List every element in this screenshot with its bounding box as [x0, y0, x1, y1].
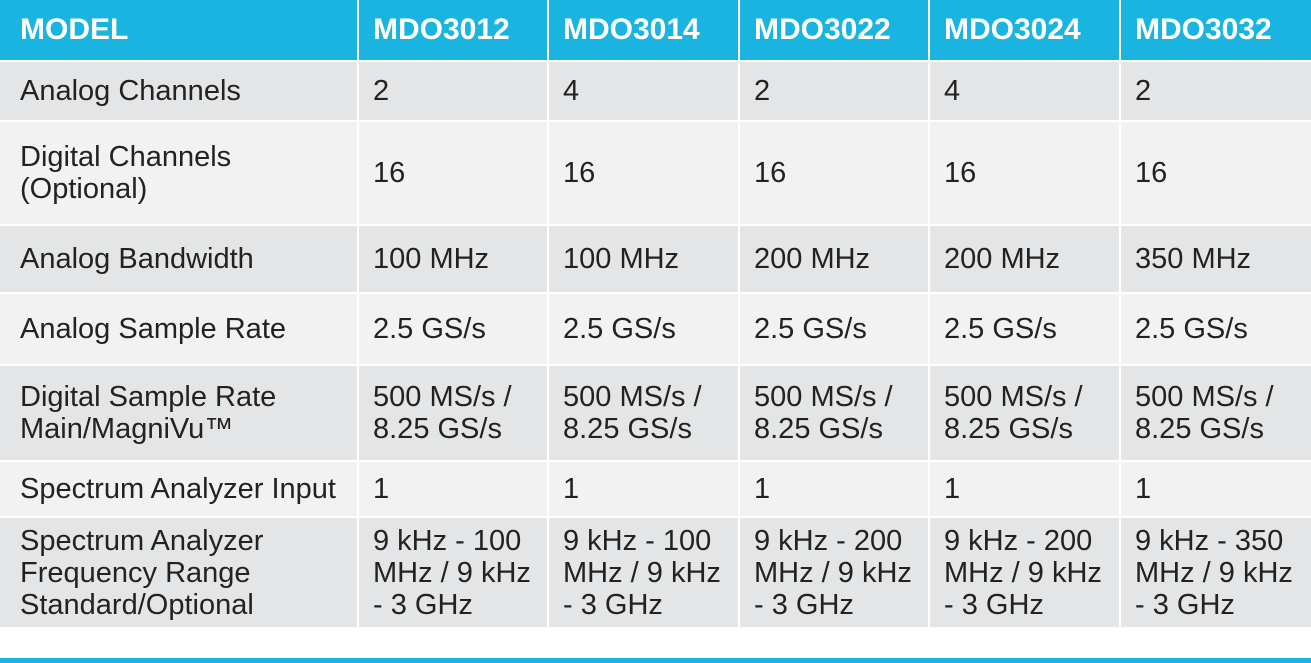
row-label: Digital Sample Rate Main/MagniVu™	[0, 364, 358, 461]
table-cell: 9 kHz - 100 MHz / 9 kHz - 3 GHz	[547, 516, 739, 627]
table-cell: 500 MS/s /8.25 GS/s	[928, 364, 1120, 461]
row-label: Analog Bandwidth	[0, 224, 358, 293]
table-cell: 1	[357, 460, 548, 517]
header-cell-mdo3014: MDO3014	[547, 0, 739, 61]
table-cell: 500 MS/s /8.25 GS/s	[357, 364, 548, 461]
table-cell: 100 MHz	[547, 224, 739, 293]
table-cell: 2	[738, 60, 929, 121]
row-label: Analog Channels	[0, 60, 358, 121]
table-cell: 9 kHz - 200 MHz / 9 kHz - 3 GHz	[928, 516, 1120, 627]
table-cell: 500 MS/s /8.25 GS/s	[1119, 364, 1311, 461]
table-cell: 500 MS/s /8.25 GS/s	[547, 364, 739, 461]
table-cell: 16	[1119, 120, 1311, 225]
table-header-row: MODEL MDO3012 MDO3014 MDO3022 MDO3024 MD…	[0, 0, 1311, 61]
row-label: Analog Sample Rate	[0, 292, 358, 365]
table-cell: 16	[928, 120, 1120, 225]
bottom-accent-rule	[0, 658, 1311, 663]
table-cell: 2	[357, 60, 548, 121]
table-cell: 16	[738, 120, 929, 225]
table-row: Spectrum Analyzer Input 1 1 1 1 1	[0, 460, 1311, 517]
table-cell: 9 kHz - 200 MHz / 9 kHz - 3 GHz	[738, 516, 929, 627]
table-cell: 1	[547, 460, 739, 517]
table-cell: 9 kHz - 100 MHz / 9 kHz - 3 GHz	[357, 516, 548, 627]
table-cell: 1	[1119, 460, 1311, 517]
row-label: Spectrum Analyzer Frequency Range Standard…	[0, 516, 358, 627]
table-cell: 500 MS/s /8.25 GS/s	[738, 364, 929, 461]
header-cell-model: MODEL	[0, 0, 358, 61]
table-cell: 1	[738, 460, 929, 517]
table-row: Analog Bandwidth 100 MHz 100 MHz 200 MHz 200…	[0, 224, 1311, 293]
header-cell-mdo3012: MDO3012	[357, 0, 548, 61]
table-row: Digital Channels (Optional) 16 16 16 16 16	[0, 120, 1311, 225]
table-cell: 9 kHz - 350 MHz / 9 kHz - 3 GHz	[1119, 516, 1311, 627]
table-cell: 100 MHz	[357, 224, 548, 293]
model-spec-table: MODEL MDO3012 MDO3014 MDO3022 MDO3024 MD…	[0, 0, 1311, 627]
table-cell: 16	[547, 120, 739, 225]
table-cell: 2	[1119, 60, 1311, 121]
table-cell: 2.5 GS/s	[357, 292, 548, 365]
table-cell: 200 MHz	[928, 224, 1120, 293]
table-cell: 2.5 GS/s	[1119, 292, 1311, 365]
table-cell: 2.5 GS/s	[928, 292, 1120, 365]
header-cell-mdo3022: MDO3022	[738, 0, 929, 61]
table-cell: 2.5 GS/s	[738, 292, 929, 365]
row-label: Spectrum Analyzer Input	[0, 460, 358, 517]
row-label: Digital Channels (Optional)	[0, 120, 358, 225]
header-cell-mdo3032: MDO3032	[1119, 0, 1311, 61]
table-cell: 16	[357, 120, 548, 225]
table-cell: 1	[928, 460, 1120, 517]
table-cell: 2.5 GS/s	[547, 292, 739, 365]
table-cell: 200 MHz	[738, 224, 929, 293]
table-row: Analog Sample Rate 2.5 GS/s 2.5 GS/s 2.5 GS…	[0, 292, 1311, 365]
table-cell: 350 MHz	[1119, 224, 1311, 293]
table-body: Analog Channels 2 4 2 4 2 Digital Channels (Opt…	[0, 60, 1311, 627]
table-cell: 4	[547, 60, 739, 121]
table-row: Digital Sample Rate Main/MagniVu™ 500 MS/s…	[0, 364, 1311, 461]
table-row: Spectrum Analyzer Frequency Range Standard…	[0, 516, 1311, 627]
table-cell: 4	[928, 60, 1120, 121]
table-row: Analog Channels 2 4 2 4 2	[0, 60, 1311, 121]
header-cell-mdo3024: MDO3024	[928, 0, 1120, 61]
